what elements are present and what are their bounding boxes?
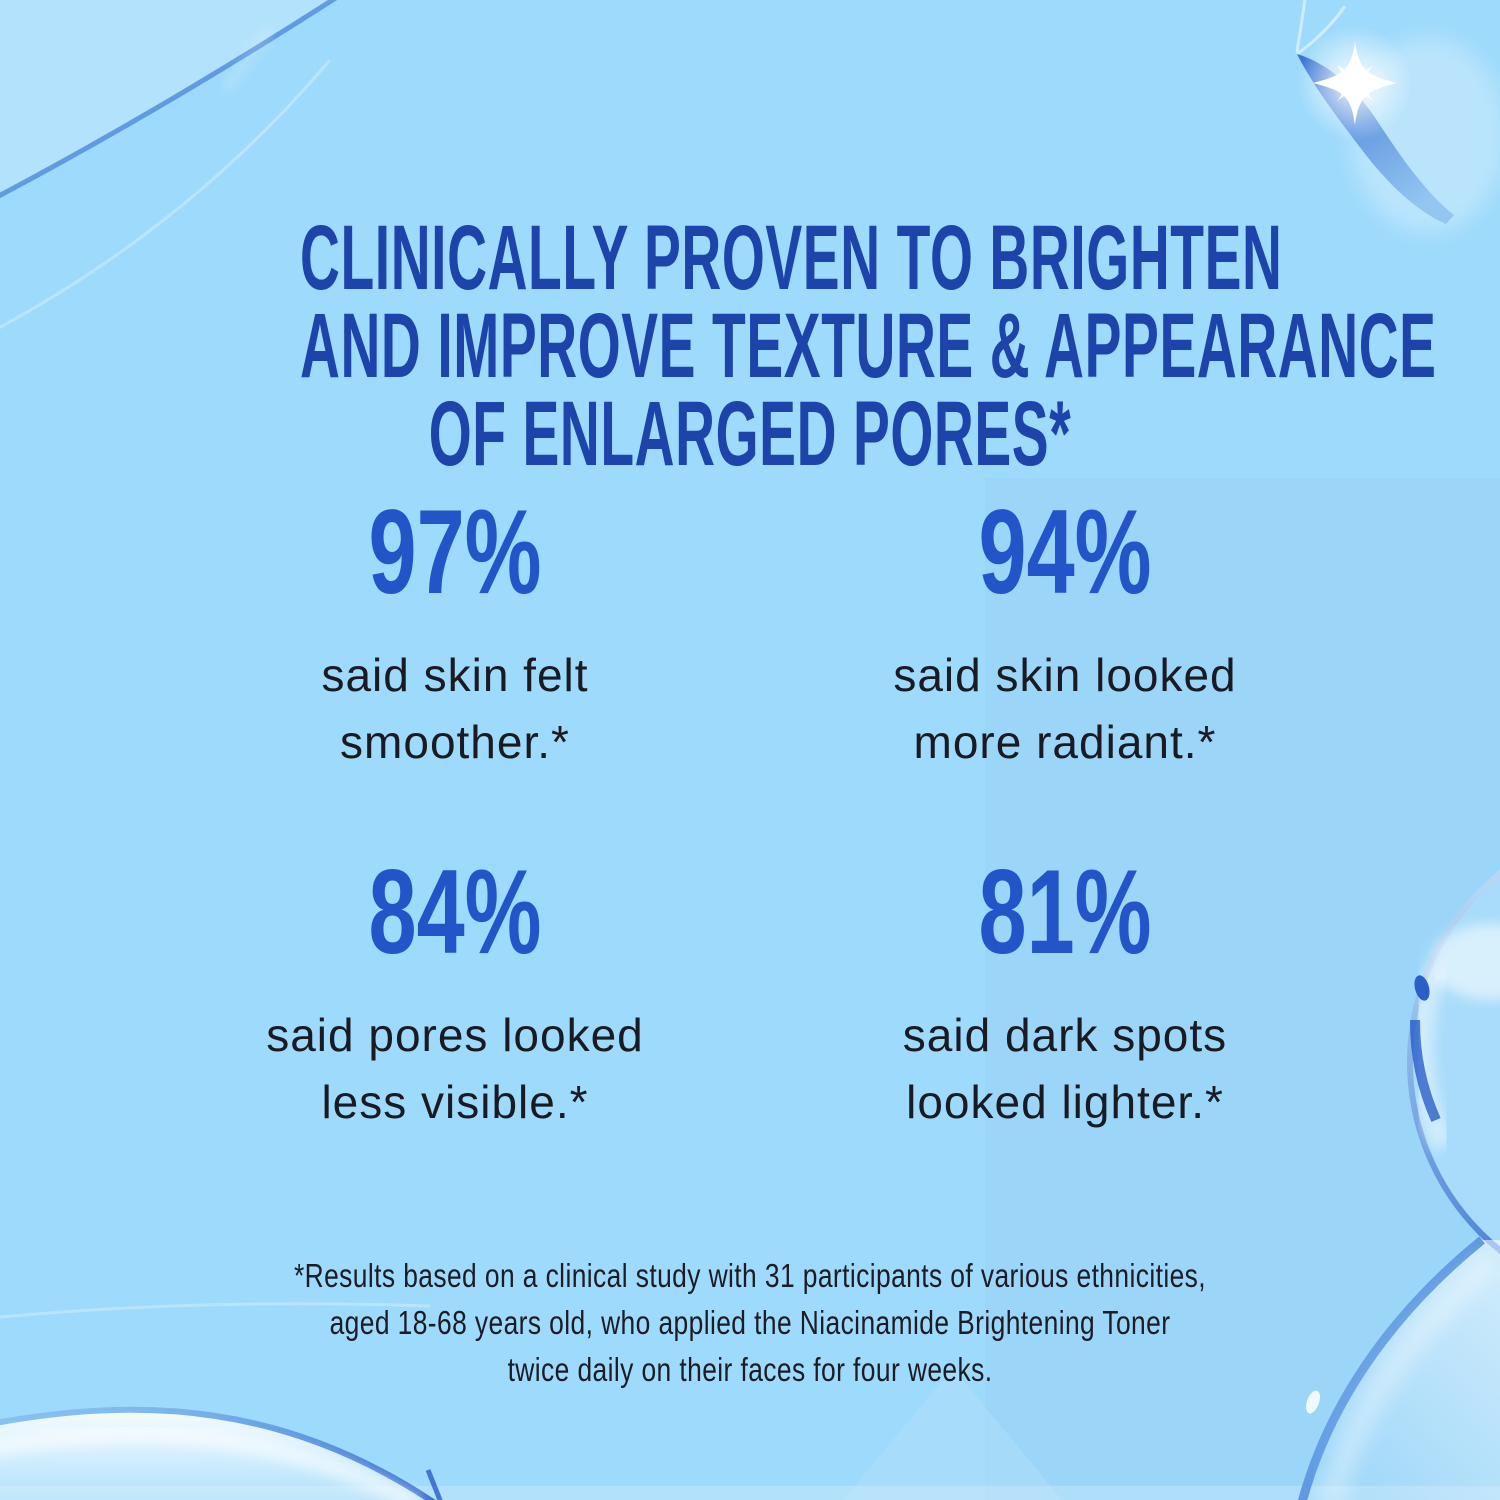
headline: CLINICALLY PROVEN TO BRIGHTEN AND IMPROV… [299,206,1437,485]
stat-label: said dark spots looked lighter.* [760,1002,1370,1136]
footnote-line: twice daily on their faces for four week… [507,1351,993,1388]
stat-value: 97% [368,485,542,619]
stat-label-line: smoother.* [340,716,570,768]
stat-card-pores-less-visible: 84% said pores looked less visible.* [150,845,760,1136]
stat-card-skin-radiant: 94% said skin looked more radiant.* [760,485,1370,776]
stat-label-line: more radiant.* [913,716,1217,768]
stats-row-2: 84% said pores looked less visible.* 81%… [150,845,1370,1136]
stat-label-line: said dark spots [902,1009,1228,1061]
footnote-line: aged 18-68 years old, who applied the Ni… [329,1304,1171,1341]
stat-card-skin-smoother: 97% said skin felt smoother.* [150,485,760,776]
stat-label-line: said pores looked [266,1009,644,1061]
headline-line: OF ENLARGED PORES* [428,382,1072,485]
stat-card-dark-spots-lighter: 81% said dark spots looked lighter.* [760,845,1370,1136]
stat-label-line: less visible.* [321,1076,589,1128]
stat-label: said skin felt smoother.* [150,642,760,776]
stat-label-line: said skin looked [893,649,1237,701]
stat-label-line: looked lighter.* [906,1076,1224,1128]
footnote: *Results based on a clinical study with … [150,1252,1350,1393]
headline-line: CLINICALLY PROVEN TO BRIGHTEN [299,206,1283,309]
stat-label-line: said skin felt [321,649,589,701]
stat-value: 84% [368,845,542,979]
stat-value: 81% [978,845,1152,979]
headline-line: AND IMPROVE TEXTURE & APPEARANCE [299,294,1437,397]
stat-label: said pores looked less visible.* [150,1002,760,1136]
stat-label: said skin looked more radiant.* [760,642,1370,776]
stat-value: 94% [978,485,1152,619]
footnote-line: *Results based on a clinical study with … [293,1257,1207,1294]
stats-row-1: 97% said skin felt smoother.* 94% said s… [150,485,1370,776]
